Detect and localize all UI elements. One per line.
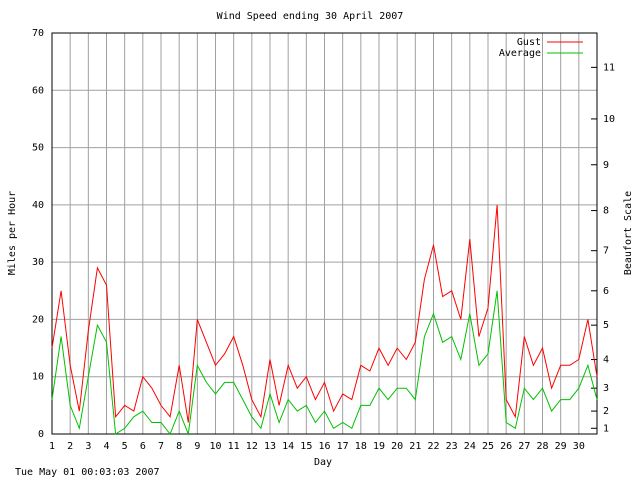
series-line [51, 290, 598, 436]
x-tick-label: 10 [209, 441, 221, 452]
chart-title: Wind Speed ending 30 April 2007 [217, 11, 404, 22]
x-tick-label: 23 [446, 441, 458, 452]
x-tick-label: 2 [67, 441, 73, 452]
x-tick-label: 22 [427, 441, 439, 452]
x-tick-label: 26 [500, 441, 512, 452]
y2-tick-label: 8 [603, 206, 609, 217]
x-tick-label: 16 [318, 441, 330, 452]
x-tick-label: 1 [49, 441, 55, 452]
x-tick-label: 28 [536, 441, 548, 452]
x-tick-label: 4 [103, 441, 109, 452]
y-tick-label: 0 [38, 429, 44, 440]
x-tick-label: 11 [228, 441, 240, 452]
x-tick-label: 27 [518, 441, 530, 452]
x-tick-label: 15 [300, 441, 312, 452]
x-tick-label: 30 [573, 441, 585, 452]
y2-tick-label: 7 [603, 246, 609, 257]
footer: Tue May 01 00:03:03 2007 [15, 467, 160, 478]
y2-tick-label: 11 [603, 62, 615, 73]
x-tick-label: 18 [355, 441, 367, 452]
x-tick-label: 17 [337, 441, 349, 452]
x-tick-label: 13 [264, 441, 276, 452]
y2-axis-label: Beaufort Scale [623, 191, 634, 275]
y-tick-label: 50 [32, 143, 44, 154]
y-tick-label: 20 [32, 314, 44, 325]
legend-label: Gust [517, 37, 541, 48]
x-tick-label: 24 [464, 441, 476, 452]
x-tick-label: 7 [158, 441, 164, 452]
y2-tick-label: 4 [603, 355, 609, 366]
x-tick-label: 14 [282, 441, 294, 452]
y-axis-label: Miles per Hour [7, 191, 18, 275]
x-tick-label: 19 [373, 441, 385, 452]
x-tick-label: 12 [246, 441, 258, 452]
x-tick-label: 9 [194, 441, 200, 452]
x-tick-label: 3 [85, 441, 91, 452]
y2-tick-label: 3 [603, 383, 609, 394]
x-tick-label: 20 [391, 441, 403, 452]
x-tick-label: 6 [140, 441, 146, 452]
y2-tick-label: 10 [603, 114, 615, 125]
x-tick-label: 8 [176, 441, 182, 452]
y2-tick-label: 9 [603, 160, 609, 171]
legend-label: Average [499, 48, 541, 59]
y2-tick-label: 5 [603, 320, 609, 331]
x-tick-label: 5 [122, 441, 128, 452]
x-tick-label: 21 [409, 441, 421, 452]
y2-tick-label: 2 [603, 406, 609, 417]
y-tick-label: 30 [32, 257, 44, 268]
y-tick-label: 10 [32, 372, 44, 383]
y2-tick-label: 1 [603, 423, 609, 434]
x-axis-label: Day [314, 457, 332, 468]
y2-tick-label: 6 [603, 286, 609, 297]
y-tick-label: 60 [32, 85, 44, 96]
x-tick-label: 29 [555, 441, 567, 452]
x-tick-label: 25 [482, 441, 494, 452]
y-tick-label: 70 [32, 28, 44, 39]
y-tick-label: 40 [32, 200, 44, 211]
series-line [51, 204, 598, 423]
plot-border [51, 32, 598, 435]
